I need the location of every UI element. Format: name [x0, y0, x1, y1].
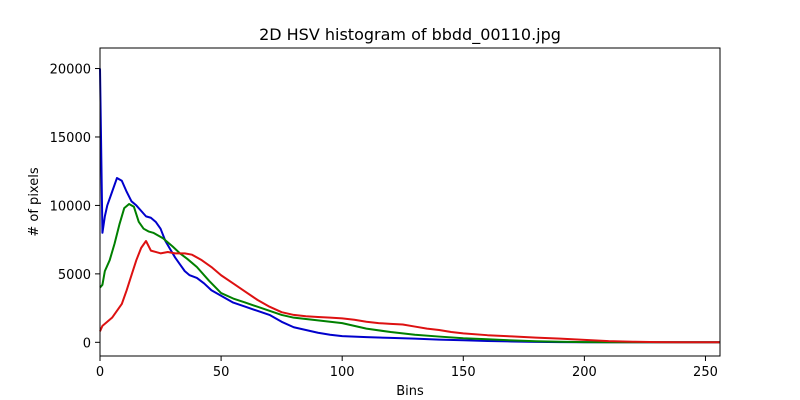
x-tick-label: 200 — [572, 365, 597, 380]
chart-title: 2D HSV histogram of bbdd_00110.jpg — [259, 25, 561, 45]
y-tick-label: 20000 — [50, 63, 91, 78]
y-tick-label: 10000 — [50, 199, 91, 214]
axes-layer: 0 50 100 150 200 250 0 5000 10000 15000 20000 — [50, 47, 721, 380]
x-tick-label: 50 — [213, 365, 230, 380]
y-tick-label: 0 — [83, 336, 91, 351]
plot-frame — [99, 47, 721, 357]
series-line-1 — [99, 68, 720, 344]
series-line-2 — [99, 203, 720, 344]
x-tick-label: 250 — [693, 365, 718, 380]
series-line-3 — [99, 240, 721, 344]
x-tick-label: 100 — [330, 365, 355, 380]
y-tick-label: 5000 — [58, 268, 91, 283]
x-tick-label: 0 — [96, 365, 104, 380]
series-layer — [99, 68, 721, 344]
y-axis-label: # of pixels — [27, 167, 42, 236]
x-tick-label: 150 — [451, 365, 476, 380]
x-axis-label: Bins — [396, 384, 424, 399]
y-tick-label: 15000 — [50, 131, 91, 146]
